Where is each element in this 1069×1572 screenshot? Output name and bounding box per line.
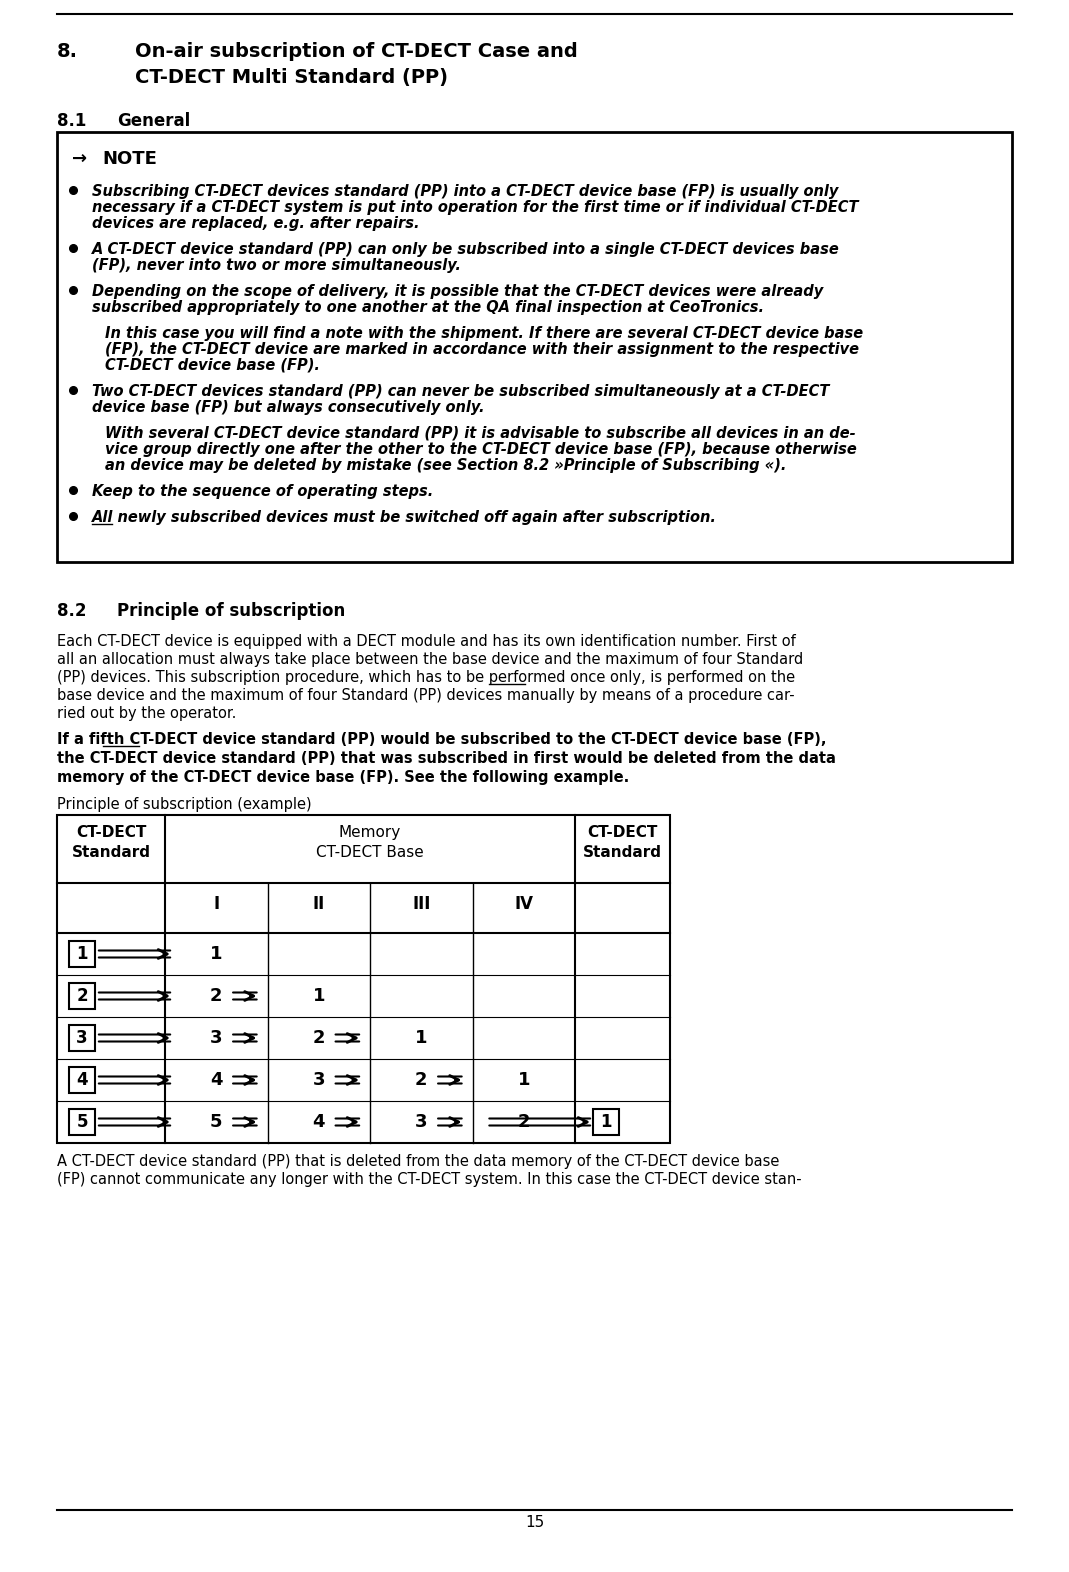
Text: 8.2: 8.2 — [57, 602, 87, 619]
Text: 2: 2 — [76, 987, 88, 1005]
Bar — [69, 1067, 95, 1093]
Text: 4: 4 — [312, 1113, 325, 1130]
Bar — [69, 982, 95, 1009]
Text: If a fifth CT-DECT device standard (PP) would be subscribed to the CT-DECT devic: If a fifth CT-DECT device standard (PP) … — [57, 733, 826, 747]
Bar — [69, 1025, 95, 1052]
Text: CT-DECT Base: CT-DECT Base — [316, 846, 424, 860]
Text: In this case you will find a note with the shipment. If there are several CT-DEC: In this case you will find a note with t… — [105, 325, 863, 341]
Text: General: General — [117, 112, 190, 130]
Text: 8.1: 8.1 — [57, 112, 87, 130]
Text: Principle of subscription (example): Principle of subscription (example) — [57, 797, 312, 813]
Text: II: II — [312, 894, 325, 913]
Text: 2: 2 — [517, 1113, 530, 1130]
Text: 4: 4 — [210, 1071, 222, 1089]
Text: base device and the maximum of four Standard (PP) devices manually by means of a: base device and the maximum of four Stan… — [57, 689, 794, 703]
Text: 1: 1 — [415, 1030, 428, 1047]
Text: an device may be deleted by mistake (see Section 8.2 »Principle of Subscribing «: an device may be deleted by mistake (see… — [105, 457, 787, 473]
Text: 1: 1 — [210, 945, 222, 964]
Text: On-air subscription of CT-DECT Case and: On-air subscription of CT-DECT Case and — [135, 42, 577, 61]
Text: Keep to the sequence of operating steps.: Keep to the sequence of operating steps. — [92, 484, 433, 498]
Text: necessary if a CT-DECT system is put into operation for the first time or if ind: necessary if a CT-DECT system is put int… — [92, 200, 858, 215]
Text: memory of the CT-DECT device base (FP). See the following example.: memory of the CT-DECT device base (FP). … — [57, 770, 630, 784]
Text: all an allocation must always take place between the base device and the maximum: all an allocation must always take place… — [57, 652, 803, 667]
Text: CT-DECT device base (FP).: CT-DECT device base (FP). — [105, 358, 320, 373]
Text: All newly subscribed devices must be switched off again after subscription.: All newly subscribed devices must be swi… — [92, 509, 717, 525]
Text: (PP) devices. This subscription procedure, which has to be performed once only, : (PP) devices. This subscription procedur… — [57, 670, 795, 685]
Text: 1: 1 — [76, 945, 88, 964]
Text: (FP) cannot communicate any longer with the CT-DECT system. In this case the CT-: (FP) cannot communicate any longer with … — [57, 1173, 802, 1187]
Text: device base (FP) but always consecutively only.: device base (FP) but always consecutivel… — [92, 399, 484, 415]
Text: 4: 4 — [76, 1071, 88, 1089]
Text: Subscribing CT-DECT devices standard (PP) into a CT-DECT device base (FP) is usu: Subscribing CT-DECT devices standard (PP… — [92, 184, 838, 200]
Text: the CT-DECT device standard (PP) that was subscribed in first would be deleted f: the CT-DECT device standard (PP) that wa… — [57, 751, 836, 766]
Text: 5: 5 — [76, 1113, 88, 1130]
Text: A CT-DECT device standard (PP) that is deleted from the data memory of the CT-DE: A CT-DECT device standard (PP) that is d… — [57, 1154, 779, 1170]
Text: 3: 3 — [210, 1030, 222, 1047]
Text: I: I — [213, 894, 219, 913]
Text: NOTE: NOTE — [102, 149, 157, 168]
Text: Two CT-DECT devices standard (PP) can never be subscribed simultaneously at a CT: Two CT-DECT devices standard (PP) can ne… — [92, 384, 830, 399]
Text: A CT-DECT device standard (PP) can only be subscribed into a single CT-DECT devi: A CT-DECT device standard (PP) can only … — [92, 242, 840, 256]
Text: →: → — [72, 149, 88, 168]
Text: 8.: 8. — [57, 42, 78, 61]
Text: 2: 2 — [415, 1071, 428, 1089]
Text: 1: 1 — [601, 1113, 611, 1130]
Text: (FP), never into two or more simultaneously.: (FP), never into two or more simultaneou… — [92, 258, 461, 274]
Text: subscribed appropriately to one another at the QA final inspection at CeoTronics: subscribed appropriately to one another … — [92, 300, 764, 314]
Text: III: III — [412, 894, 431, 913]
Bar — [593, 1108, 619, 1135]
Bar — [69, 1108, 95, 1135]
Bar — [57, 814, 670, 1143]
Text: (FP), the CT-DECT device are marked in accordance with their assignment to the r: (FP), the CT-DECT device are marked in a… — [105, 343, 859, 357]
Text: 15: 15 — [525, 1515, 544, 1530]
Text: 2: 2 — [210, 987, 222, 1005]
Text: 1: 1 — [312, 987, 325, 1005]
Text: CT-DECT Multi Standard (PP): CT-DECT Multi Standard (PP) — [135, 68, 448, 86]
Text: 3: 3 — [76, 1030, 88, 1047]
Text: 2: 2 — [312, 1030, 325, 1047]
Text: Standard: Standard — [583, 846, 662, 860]
Text: CT-DECT: CT-DECT — [76, 825, 146, 839]
Text: Principle of subscription: Principle of subscription — [117, 602, 345, 619]
Text: With several CT-DECT device standard (PP) it is advisable to subscribe all devic: With several CT-DECT device standard (PP… — [105, 426, 856, 442]
Text: Memory: Memory — [339, 825, 401, 839]
Bar — [69, 942, 95, 967]
Text: 3: 3 — [415, 1113, 428, 1130]
Text: vice group directly one after the other to the CT-DECT device base (FP), because: vice group directly one after the other … — [105, 442, 856, 457]
Text: CT-DECT: CT-DECT — [587, 825, 657, 839]
Text: devices are replaced, e.g. after repairs.: devices are replaced, e.g. after repairs… — [92, 215, 419, 231]
Text: Each CT-DECT device is equipped with a DECT module and has its own identificatio: Each CT-DECT device is equipped with a D… — [57, 634, 795, 649]
Text: IV: IV — [514, 894, 533, 913]
Text: 1: 1 — [517, 1071, 530, 1089]
Text: Standard: Standard — [72, 846, 151, 860]
Text: ried out by the operator.: ried out by the operator. — [57, 706, 236, 722]
Text: 5: 5 — [210, 1113, 222, 1130]
Text: Depending on the scope of delivery, it is possible that the CT-DECT devices were: Depending on the scope of delivery, it i… — [92, 285, 823, 299]
Bar — [57, 132, 1012, 563]
Text: 3: 3 — [312, 1071, 325, 1089]
